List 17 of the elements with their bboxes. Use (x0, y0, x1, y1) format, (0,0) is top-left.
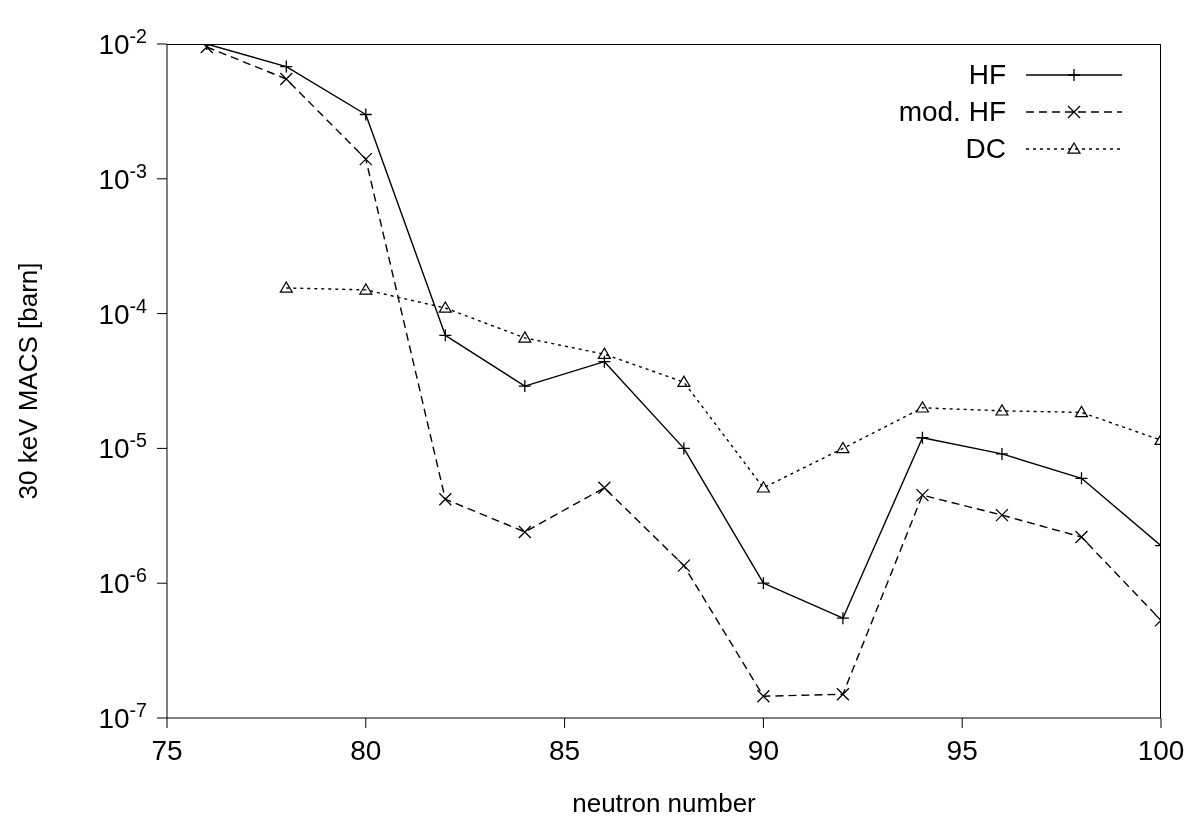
x-tick-label: 75 (151, 735, 183, 766)
x-tick-label: 100 (1137, 735, 1185, 766)
y-axis-title: 30 keV MACS [barn] (13, 262, 44, 500)
legend-label: mod. HF (898, 95, 1006, 128)
y-tick-label: 10$^{-6}$ (98, 564, 148, 600)
y-tick-label: 10$^{-4}$ (98, 294, 148, 330)
legend-label: DC (965, 132, 1006, 165)
x-axis-title: neutron number (572, 788, 757, 818)
x-tick-label: 85 (549, 735, 581, 766)
y-tick-label: 10$^{-5}$ (98, 429, 148, 465)
y-tick-label: 10$^{-3}$ (98, 159, 148, 195)
y-tick-label: 10$^{-2}$ (98, 25, 147, 60)
x-tick-label: 95 (946, 735, 978, 766)
x-tick-label: 80 (350, 735, 382, 766)
x-tick-label: 90 (747, 735, 779, 766)
legend-label: HF (968, 58, 1006, 91)
y-tick-label: 10$^{-7}$ (98, 699, 147, 734)
